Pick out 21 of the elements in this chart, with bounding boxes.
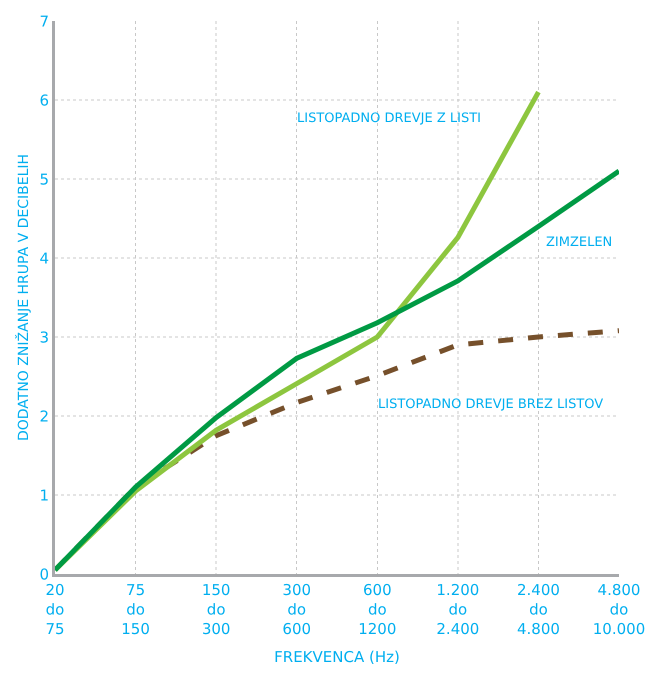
x-tick-label: 20 do 75 (45, 581, 65, 638)
x-tick-label: 2.400 do 4.800 (516, 581, 560, 638)
y-tick-label: 6 (39, 91, 49, 110)
y-tick-label: 1 (39, 486, 49, 504)
y-tick-label: 5 (39, 170, 49, 188)
y-tick-label: 4 (39, 249, 49, 268)
x-tick-label: 75 do 150 (121, 581, 150, 638)
annotation: LISTOPADNO DREVJE BREZ LISTOV (378, 397, 604, 412)
annotation: ZIMZELEN (546, 235, 612, 250)
x-tick-label: 4.800 do 10.000 (592, 581, 646, 638)
y-tick-label: 3 (39, 328, 49, 346)
x-axis-title: FREKVENCA (Hz) (274, 648, 400, 666)
y-tick-label: 2 (39, 407, 49, 426)
annotation: LISTOPADNO DREVJE Z LISTI (297, 111, 481, 126)
y-tick-label: 7 (39, 12, 49, 30)
y-axis-title: DODATNO ZNIŽANJE HRUPA V DECIBELIH (15, 154, 32, 442)
x-tick-label: 600 do 1200 (358, 581, 396, 638)
x-tick-label: 300 do 600 (282, 581, 312, 638)
x-tick-label: 150 do 300 (202, 581, 230, 638)
y-tick-label: 0 (39, 565, 49, 584)
x-tick-label: 1.200 do 2.400 (436, 581, 480, 638)
